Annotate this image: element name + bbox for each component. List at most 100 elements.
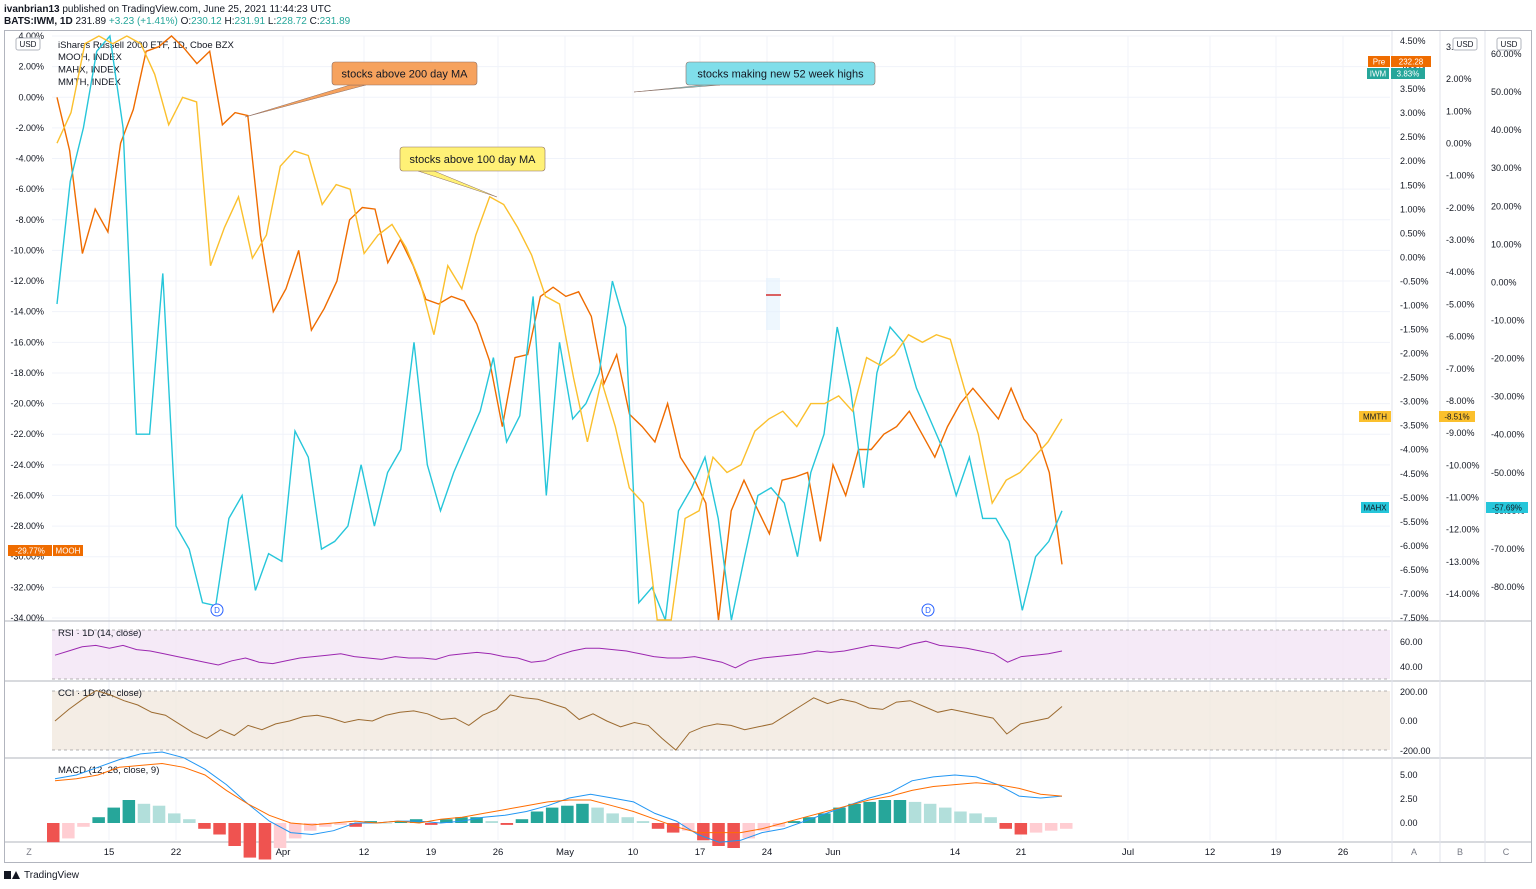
macd-histogram-bar — [954, 811, 967, 823]
author-name[interactable]: ivanbrian13 — [4, 4, 60, 15]
macd-line — [54, 751, 1063, 843]
macd-histogram-bar — [334, 823, 347, 825]
badge-iwm: IWM — [1370, 70, 1387, 79]
macd-histogram-bar — [863, 801, 876, 823]
macd-histogram-bar — [787, 821, 801, 823]
badge-mahx-value: -57.69% — [1492, 504, 1522, 513]
axis-left-tick: -10.00% — [10, 245, 44, 255]
macd-histogram-bar — [243, 823, 257, 858]
axis-r3-tick: -50.00% — [1491, 468, 1525, 478]
axis-r3-tick: -30.00% — [1491, 392, 1525, 402]
axis-r3-tick: 30.00% — [1491, 163, 1522, 173]
axis-r3-tick: 10.00% — [1491, 239, 1522, 249]
cci-tick: 0.00 — [1400, 716, 1418, 726]
axis-left-tick: -24.00% — [10, 460, 44, 470]
axis-left-tick: -4.00% — [15, 154, 44, 164]
axis-left-tick: -6.00% — [15, 184, 44, 194]
axis-left-tick: -18.00% — [10, 368, 44, 378]
corner-button: B — [1457, 847, 1463, 857]
axis-r1-tick: -0.50% — [1400, 276, 1429, 286]
macd-histogram-bar — [1044, 823, 1058, 831]
badge-iwm-bg — [1367, 68, 1389, 79]
macd-histogram-bar — [288, 823, 302, 839]
macd-histogram-bar — [939, 807, 952, 823]
dividend-marker-label: D — [214, 606, 220, 615]
badge-mmth-bg — [1359, 411, 1391, 422]
macd-histogram-bar — [621, 817, 634, 823]
corner-button: C — [1503, 847, 1510, 857]
macd-histogram-bar — [697, 823, 710, 841]
series-line-mmth — [56, 35, 1063, 621]
footer-brand[interactable]: TradingView — [24, 869, 80, 881]
macd-histogram-bar — [727, 823, 740, 848]
badge-mooh: MOOH — [56, 547, 81, 556]
axis-r2-tick: -10.00% — [1446, 460, 1480, 470]
x-tick-label: Jul — [1122, 847, 1134, 858]
axis-r1-tick: -4.50% — [1400, 469, 1429, 479]
axis-r1-tick: -5.50% — [1400, 517, 1429, 527]
axis-r1-tick: 3.50% — [1400, 84, 1426, 94]
axis-r2-tick: 2.00% — [1446, 74, 1472, 84]
axis-r3-tick: 50.00% — [1491, 87, 1522, 97]
x-tick-label: 12 — [359, 847, 370, 858]
macd-histogram-bar — [666, 823, 680, 833]
badge-iwm-value: 3.83% — [1397, 70, 1420, 79]
macd-histogram-bar — [455, 817, 468, 823]
macd-histogram-bar — [319, 823, 332, 827]
axis-r3-tick: 60.00% — [1491, 49, 1522, 59]
axis-left-tick: 0.00% — [18, 92, 44, 102]
macd-histogram-bar — [515, 819, 529, 823]
macd-histogram-bar — [908, 801, 922, 823]
macd-label: MACD (12, 26, close, 9) — [58, 765, 159, 776]
macd-histogram-bar — [122, 800, 136, 823]
axis-r2-tick: -6.00% — [1446, 332, 1475, 342]
badge-mmth-value: -8.51% — [1444, 413, 1469, 422]
axis-left-tick: -12.00% — [10, 276, 44, 286]
axis-r1-tick: 0.50% — [1400, 228, 1426, 238]
axis-r1-tick: -1.50% — [1400, 325, 1429, 335]
axis-r1-tick: 1.50% — [1400, 180, 1426, 190]
axis-r1-tick: -3.50% — [1400, 421, 1429, 431]
publish-line: ivanbrian13 published on TradingView.com… — [4, 4, 331, 16]
macd-histogram-bar — [1014, 823, 1028, 835]
axis-r2-tick: -3.00% — [1446, 235, 1475, 245]
high-label: H: — [224, 16, 235, 27]
currency-box — [1496, 37, 1522, 51]
annotation-100ma-box — [399, 146, 546, 172]
macd-histogram-bar — [440, 819, 453, 823]
axis-left-tick: 4.00% — [18, 31, 44, 41]
symbol-name[interactable]: BATS:IWM, 1D — [4, 16, 73, 27]
high-value: 231.91 — [234, 16, 266, 27]
rsi-label: RSI · 1D (14, close) — [58, 628, 141, 639]
axis-left-tick: -26.00% — [10, 490, 44, 500]
x-tick-label: 22 — [171, 847, 182, 858]
axis-left-tick: -20.00% — [10, 399, 44, 409]
axis-r1-tick: -5.00% — [1400, 493, 1429, 503]
macd-histogram-bar — [561, 805, 574, 823]
macd-histogram-bar — [712, 823, 725, 846]
axis-r3-tick: -10.00% — [1491, 316, 1525, 326]
axis-r2-tick: -13.00% — [1446, 557, 1480, 567]
macd-histogram-bar — [1060, 823, 1073, 829]
macd-histogram-bar — [107, 807, 120, 823]
macd-histogram-bar — [500, 823, 514, 825]
macd-histogram-bar — [772, 823, 786, 827]
macd-tick: 5.00 — [1400, 770, 1418, 780]
macd-histogram-bar — [636, 821, 650, 823]
tradingview-logo-icon — [4, 869, 20, 881]
macd-histogram-bar — [47, 823, 60, 843]
axis-r2-tick: -14.00% — [1446, 589, 1480, 599]
macd-histogram-bar — [530, 811, 544, 823]
legend-item: MMTH, INDEX — [58, 77, 121, 88]
rsi-tick: 40.00 — [1400, 662, 1423, 672]
annotations: stocks above 200 day MA stocks making new… — [244, 61, 876, 198]
axis-r3-tick: -40.00% — [1491, 430, 1525, 440]
axis-r2-tick: -7.00% — [1446, 364, 1475, 374]
axis-left-tick: -32.00% — [10, 582, 44, 592]
axis-r1-tick: -7.50% — [1400, 613, 1429, 623]
rsi-tick: 60.00 — [1400, 637, 1423, 647]
axis-r3-tick: -80.00% — [1491, 582, 1525, 592]
axis-r3-tick: 20.00% — [1491, 201, 1522, 211]
